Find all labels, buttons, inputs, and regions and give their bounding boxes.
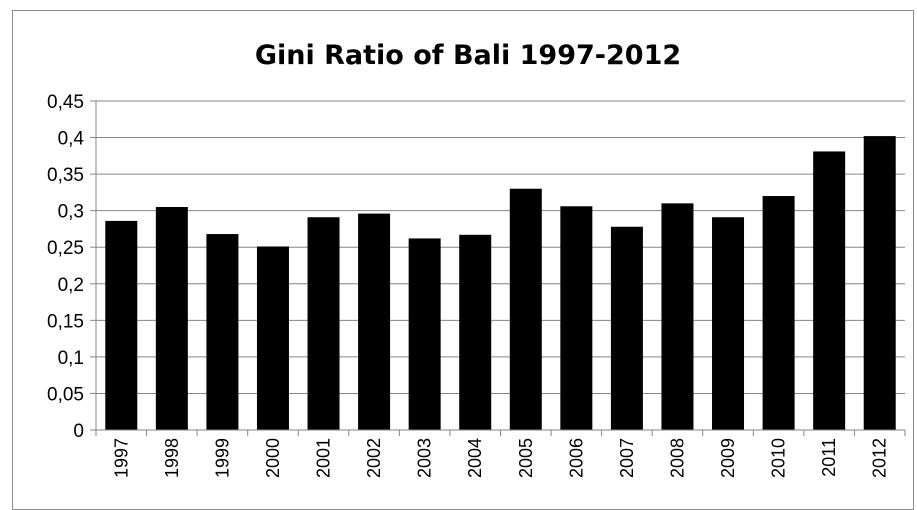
- x-tick-label: 2005: [516, 438, 536, 478]
- x-tick-label: 2007: [617, 438, 637, 478]
- bar-2006: [560, 206, 592, 430]
- y-tick-label: 0,4: [58, 129, 85, 150]
- y-tick-label: 0: [73, 421, 84, 442]
- x-tick-label: 1999: [212, 438, 232, 478]
- y-tick-label: 0,15: [47, 311, 84, 332]
- y-tick-label: 0,1: [58, 348, 84, 369]
- y-tick-label: 0,25: [47, 238, 84, 259]
- bar-2010: [763, 196, 795, 430]
- bar-2009: [712, 217, 744, 430]
- x-tick-label: 2006: [566, 438, 586, 478]
- x-tick-label: 2012: [870, 438, 890, 478]
- x-tick-labels: 1997 1998 1999 2000 2001 2002 2003 2004 2005 2006…: [111, 438, 889, 478]
- x-tick-label: 1998: [162, 438, 182, 478]
- x-tick-label: 2001: [314, 438, 334, 478]
- x-tick-label: 2000: [263, 438, 283, 478]
- bar-2001: [308, 217, 340, 430]
- x-tick-label: 2002: [364, 438, 384, 478]
- x-tick-label: 1997: [111, 438, 131, 478]
- bar-2004: [459, 235, 491, 430]
- chart-title: Gini Ratio of Bali 1997-2012: [255, 40, 681, 71]
- bar-2011: [813, 151, 845, 430]
- x-tick-label: 2009: [718, 438, 738, 478]
- y-tick-label: 0,45: [47, 92, 84, 113]
- y-tick-label: 0,2: [58, 275, 84, 296]
- bar-2002: [358, 214, 390, 430]
- bar-1998: [156, 207, 188, 430]
- y-tick-labels: 0 0,05 0,1 0,15 0,2 0,25 0,3 0,35 0,4 0,45: [47, 92, 84, 442]
- bar-1999: [206, 234, 238, 430]
- x-tick-label: 2003: [415, 438, 435, 478]
- x-tick-label: 2004: [465, 438, 485, 478]
- x-tick-label: 2008: [667, 438, 687, 478]
- bar-2012: [864, 136, 896, 430]
- bar-2005: [510, 189, 542, 430]
- bar-2000: [257, 246, 289, 430]
- x-tick-label: 2010: [769, 438, 789, 478]
- y-tick-label: 0,05: [47, 384, 84, 405]
- bar-2008: [661, 203, 693, 430]
- bars: [105, 136, 895, 430]
- y-tick-label: 0,35: [47, 165, 84, 186]
- bar-2003: [409, 238, 441, 430]
- x-tick-label: 2011: [819, 438, 839, 477]
- bar-1997: [105, 221, 137, 430]
- bar-2007: [611, 227, 643, 430]
- y-tick-label: 0,3: [58, 202, 84, 223]
